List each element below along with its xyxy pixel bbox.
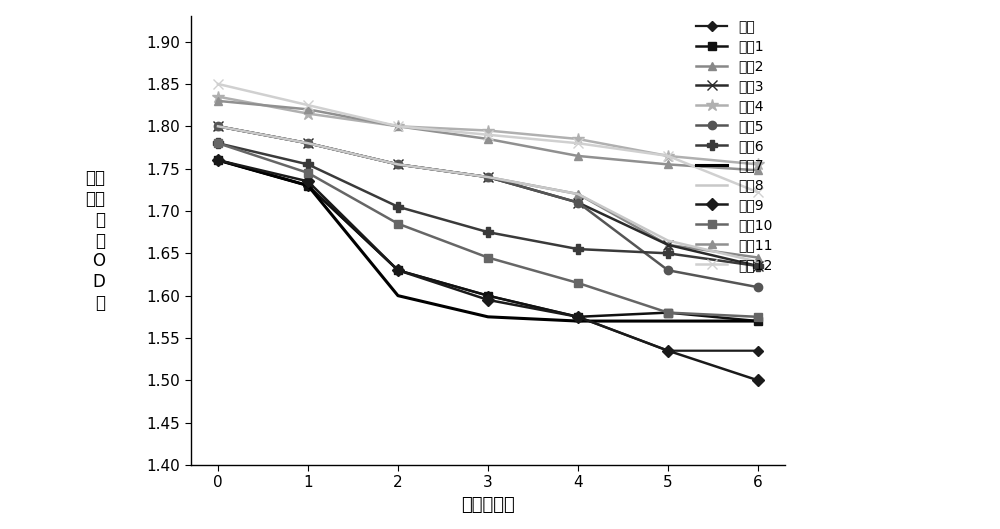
X-axis label: 时间（月）: 时间（月） — [461, 496, 515, 514]
Legend: 对照, 实例1, 实例2, 实例3, 实例4, 实例5, 实例6, 实例7, 实例8, 实例9, 实例10, 实例11, 实例12: 对照, 实例1, 实例2, 实例3, 实例4, 实例5, 实例6, 实例7, 实… — [691, 14, 778, 277]
Y-axis label: 空白
吸光
度
（
O
D
）: 空白 吸光 度 （ O D ） — [85, 169, 105, 312]
